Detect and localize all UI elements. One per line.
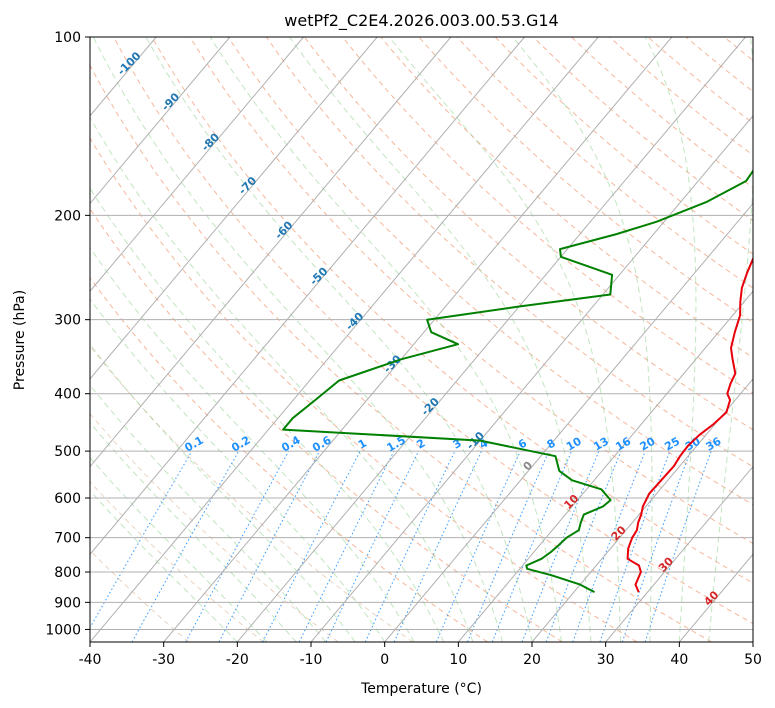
moist-adiabats <box>90 37 753 642</box>
moist-adiabat <box>90 384 327 642</box>
y-axis-title: Pressure (hPa) <box>12 290 28 390</box>
isotherm-line <box>605 465 753 642</box>
y-tick-label: 1000 <box>45 622 81 638</box>
y-tick-label: 600 <box>54 491 81 507</box>
isotherm-line <box>90 37 525 556</box>
dry-adiabat <box>265 37 753 468</box>
mixing-ratio-line <box>90 450 193 629</box>
plot-frame <box>89 36 754 643</box>
dry-adiabat <box>571 37 753 189</box>
mixing-ratio-line <box>621 450 691 642</box>
dry-adiabat <box>456 37 753 289</box>
dry-adiabats <box>90 37 753 642</box>
plot-area: -100-90-80-70-60-50-40-30-20-10010203040… <box>90 37 753 642</box>
x-tick-label: 50 <box>744 652 762 668</box>
mixing-ratio-line <box>131 450 240 642</box>
moist-adiabat <box>512 37 653 642</box>
temperature-profile-line <box>626 256 753 593</box>
x-tick-label: 20 <box>523 652 541 668</box>
moist-adiabat <box>92 37 503 642</box>
dry-adiabat <box>342 37 753 394</box>
dry-adiabat <box>380 37 753 359</box>
x-axis-title: Temperature (°C) <box>360 681 482 697</box>
dry-adiabat <box>113 37 753 625</box>
moist-adiabat <box>145 37 533 642</box>
x-tick-label: 40 <box>670 652 688 668</box>
dry-adiabat <box>90 137 638 642</box>
dry-adiabat <box>90 481 264 642</box>
isotherm-line <box>163 37 673 642</box>
dry-adiabat <box>90 207 563 642</box>
x-tick-label: -30 <box>152 652 175 668</box>
x-tick-label: 10 <box>449 652 467 668</box>
y-tick-label: 700 <box>54 531 81 547</box>
dry-adiabat <box>90 64 712 642</box>
moist-adiabat <box>90 343 356 642</box>
x-tick-label: -10 <box>300 652 323 668</box>
y-tick-label: 400 <box>54 387 81 403</box>
dry-adiabat <box>189 37 753 545</box>
isotherm-line <box>384 202 753 642</box>
y-axis: 100 200 300 400 500 600 700 800 900 1000 <box>45 30 90 638</box>
isotherm-line <box>90 37 304 292</box>
grid-lines <box>90 37 753 642</box>
moist-adiabat <box>708 37 753 642</box>
dry-adiabat <box>533 37 753 222</box>
isotherm-line <box>457 290 753 642</box>
y-tick-label: 900 <box>54 595 81 611</box>
mixing-ratio-line <box>185 450 290 642</box>
moist-adiabat <box>90 116 474 642</box>
mixing-ratio-line <box>393 450 482 642</box>
isotherm-line <box>236 37 746 642</box>
mixing-ratio-line <box>491 450 573 642</box>
y-tick-label: 100 <box>54 30 81 46</box>
y-tick-label: 500 <box>54 444 81 460</box>
dry-adiabat <box>90 345 414 642</box>
mixing-ratio-line <box>467 450 550 642</box>
x-tick-label: 0 <box>380 652 389 668</box>
isotherm-line <box>90 37 452 468</box>
x-tick-label: 30 <box>597 652 615 668</box>
moist-adiabat <box>90 422 297 642</box>
y-tick-label: 200 <box>54 208 81 224</box>
dry-adiabat <box>227 37 753 506</box>
x-axis: -40 -30 -20 -10 0 10 20 30 40 50 <box>79 642 762 668</box>
chart-title: wetPf2_C2E4.2026.003.00.53.G14 <box>284 11 558 31</box>
isotherm-line <box>90 37 231 205</box>
mixing-ratio-line <box>325 450 420 642</box>
y-tick-label: 800 <box>54 565 81 581</box>
mixing-ratio-lines <box>90 450 712 642</box>
y-tick-label: 300 <box>54 313 81 329</box>
mixing-ratio-line <box>364 450 456 642</box>
dewpoint-profile-line <box>282 169 753 593</box>
isotherm-line <box>531 378 753 642</box>
x-tick-label: -20 <box>226 652 249 668</box>
profile-series <box>282 169 753 593</box>
mixing-ratio-line <box>298 450 395 642</box>
moist-adiabat <box>289 37 592 642</box>
moist-adiabat <box>644 37 697 642</box>
dry-adiabat <box>304 37 753 431</box>
isotherm-line <box>90 37 378 380</box>
dry-adiabat <box>418 37 753 324</box>
isotherm-line <box>90 37 599 642</box>
mixing-ratio-line <box>644 450 712 642</box>
plot-background <box>90 37 753 642</box>
dry-adiabat <box>494 37 753 255</box>
moist-adiabat <box>90 457 268 642</box>
isotherm-line <box>310 115 753 642</box>
x-tick-label: -40 <box>79 652 102 668</box>
